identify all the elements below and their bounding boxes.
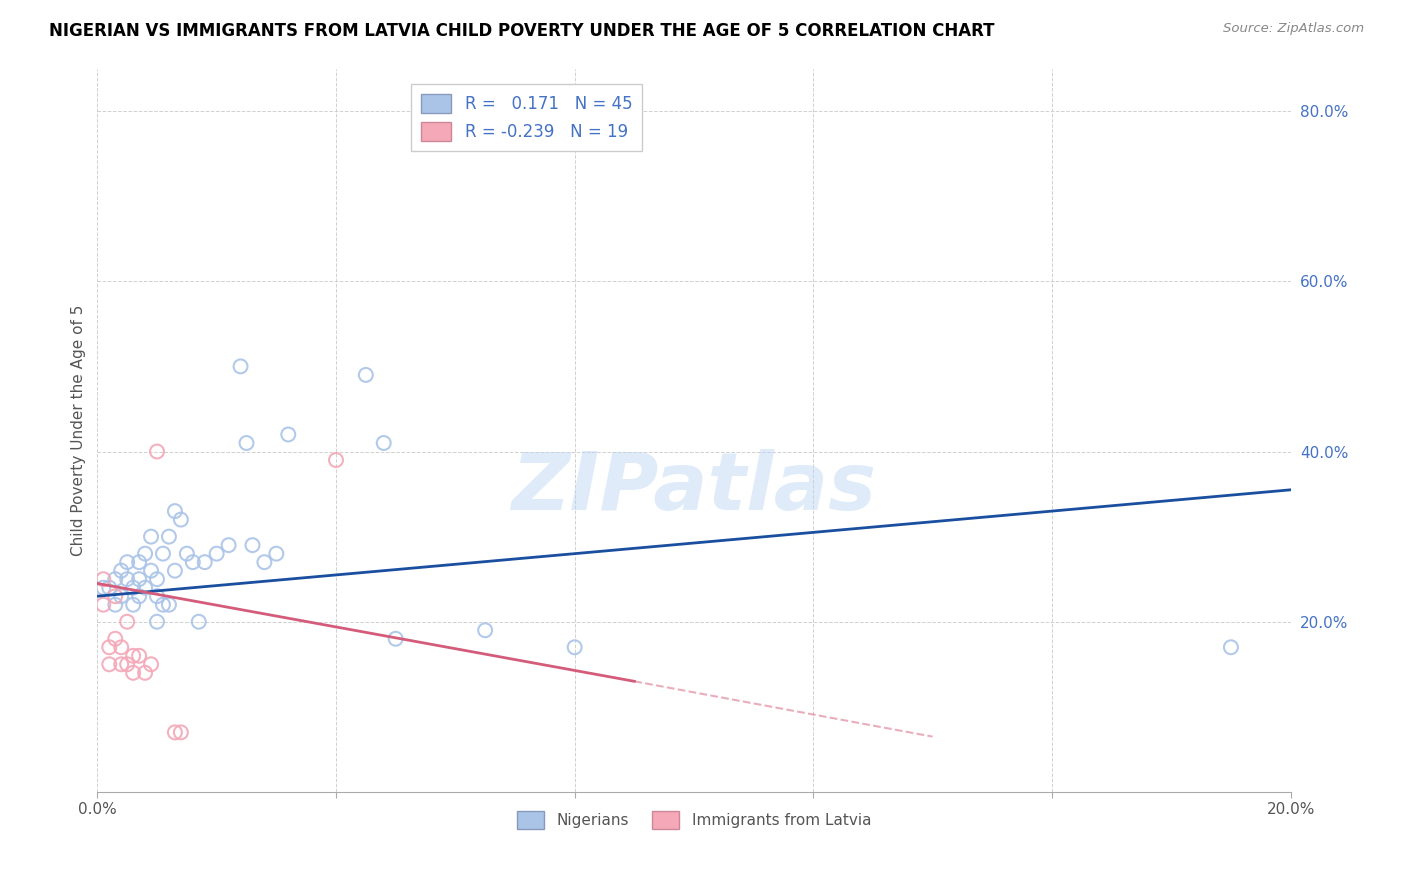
Point xyxy=(235,436,257,450)
Point xyxy=(115,572,138,586)
Point xyxy=(229,359,252,374)
Text: NIGERIAN VS IMMIGRANTS FROM LATVIA CHILD POVERTY UNDER THE AGE OF 5 CORRELATION : NIGERIAN VS IMMIGRANTS FROM LATVIA CHILD… xyxy=(49,22,994,40)
Point xyxy=(98,657,121,672)
Point xyxy=(1219,640,1241,655)
Point xyxy=(122,581,145,595)
Point xyxy=(205,547,228,561)
Point xyxy=(128,648,150,663)
Point xyxy=(122,648,145,663)
Text: ZIPatlas: ZIPatlas xyxy=(512,449,876,527)
Legend: Nigerians, Immigrants from Latvia: Nigerians, Immigrants from Latvia xyxy=(510,805,877,835)
Point xyxy=(110,657,132,672)
Point xyxy=(163,504,186,518)
Point xyxy=(176,547,198,561)
Point xyxy=(384,632,406,646)
Point xyxy=(146,444,169,458)
Point xyxy=(194,555,217,569)
Text: Source: ZipAtlas.com: Source: ZipAtlas.com xyxy=(1223,22,1364,36)
Point xyxy=(354,368,377,382)
Point xyxy=(128,555,150,569)
Point xyxy=(170,513,193,527)
Point xyxy=(218,538,240,552)
Point xyxy=(122,598,145,612)
Point xyxy=(139,564,162,578)
Point xyxy=(98,581,121,595)
Point xyxy=(91,598,114,612)
Point xyxy=(98,640,121,655)
Point xyxy=(104,598,127,612)
Point xyxy=(373,436,395,450)
Point xyxy=(104,589,127,603)
Point xyxy=(110,589,132,603)
Point xyxy=(134,665,156,680)
Point xyxy=(325,453,347,467)
Point xyxy=(163,725,186,739)
Point xyxy=(266,547,288,561)
Point xyxy=(104,632,127,646)
Point xyxy=(152,547,174,561)
Point xyxy=(91,572,114,586)
Point xyxy=(128,572,150,586)
Point xyxy=(115,657,138,672)
Point xyxy=(157,598,180,612)
Point xyxy=(146,615,169,629)
Point xyxy=(474,624,496,638)
Point xyxy=(277,427,299,442)
Point xyxy=(253,555,276,569)
Point xyxy=(128,589,150,603)
Point xyxy=(139,657,162,672)
Point xyxy=(187,615,209,629)
Point xyxy=(157,530,180,544)
Point xyxy=(110,640,132,655)
Point xyxy=(564,640,586,655)
Point xyxy=(110,564,132,578)
Point xyxy=(163,564,186,578)
Point xyxy=(181,555,204,569)
Point xyxy=(134,547,156,561)
Point xyxy=(91,581,114,595)
Point xyxy=(146,589,169,603)
Point xyxy=(134,581,156,595)
Y-axis label: Child Poverty Under the Age of 5: Child Poverty Under the Age of 5 xyxy=(72,304,86,556)
Point xyxy=(104,572,127,586)
Point xyxy=(139,530,162,544)
Point xyxy=(152,598,174,612)
Point xyxy=(146,572,169,586)
Point xyxy=(115,555,138,569)
Point xyxy=(115,615,138,629)
Point xyxy=(122,665,145,680)
Point xyxy=(242,538,264,552)
Point xyxy=(170,725,193,739)
